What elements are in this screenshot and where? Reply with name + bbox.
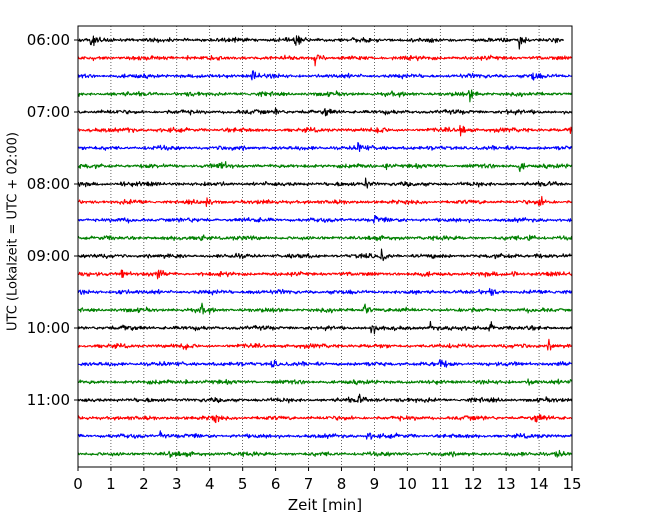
x-tick-label: 12: [464, 475, 483, 493]
trace-09:15: [77, 287, 573, 297]
trace-11:15: [77, 430, 573, 440]
x-tick-label: 0: [73, 475, 83, 493]
x-tick-label: 6: [271, 475, 281, 493]
trace-10:00: [77, 338, 573, 351]
x-tick-label: 14: [530, 475, 549, 493]
trace-08:00: [77, 195, 573, 208]
trace-09:00: [77, 269, 573, 280]
x-tick-label: 9: [370, 475, 380, 493]
trace-10:45: [77, 393, 573, 404]
y-tick-label: 09:00: [27, 247, 70, 265]
x-tick-label: 5: [238, 475, 248, 493]
trace-10:30: [77, 378, 573, 386]
trace-09:30: [77, 302, 573, 315]
y-tick-label: 08:00: [27, 175, 70, 193]
y-tick-label: 07:00: [27, 103, 70, 121]
trace-06:45: [77, 107, 573, 117]
x-axis-ticks: 0 1 2 3 4 5 6 7 8 9 10 11 12 13 14 15: [73, 467, 582, 493]
trace-06:00: [77, 54, 573, 67]
trace-08:30: [77, 234, 573, 242]
trace-07:45: [77, 177, 573, 189]
plot-frame: [77, 25, 573, 468]
y-tick-label: 06:00: [27, 31, 70, 49]
x-tick-label: 7: [304, 475, 314, 493]
x-tick-label: 11: [431, 475, 450, 493]
seismogram-traces: [77, 35, 573, 459]
trace-07:15: [77, 141, 573, 153]
trace-08:45: [77, 248, 573, 262]
trace-08:15: [77, 215, 573, 224]
y-tick-label: 10:00: [27, 319, 70, 337]
x-tick-label: 1: [106, 475, 116, 493]
trace-06:30: [77, 89, 573, 103]
trace-09:45: [77, 320, 573, 335]
trace-07:00: [77, 124, 573, 137]
trace-11:00: [77, 414, 573, 424]
trace-05:45: [77, 35, 564, 50]
trace-11:30: [77, 449, 573, 459]
y-tick-label: 11:00: [27, 391, 70, 409]
x-tick-label: 2: [139, 475, 149, 493]
trace-06:15: [77, 70, 573, 81]
x-tick-label: 10: [398, 475, 417, 493]
x-tick-label: 4: [205, 475, 215, 493]
x-tick-label: 8: [337, 475, 347, 493]
y-axis-ticks: 06:00 07:00 08:00 09:00 10:00 11:00: [27, 31, 78, 409]
trace-10:15: [77, 359, 573, 368]
x-axis-label: Zeit [min]: [288, 496, 362, 514]
x-tick-label: 13: [497, 475, 516, 493]
y-axis-label: UTC (Lokalzeit = UTC + 02:00): [6, 132, 21, 331]
trace-07:30: [77, 161, 573, 173]
x-tick-label: 15: [562, 475, 581, 493]
x-tick-label: 3: [172, 475, 182, 493]
